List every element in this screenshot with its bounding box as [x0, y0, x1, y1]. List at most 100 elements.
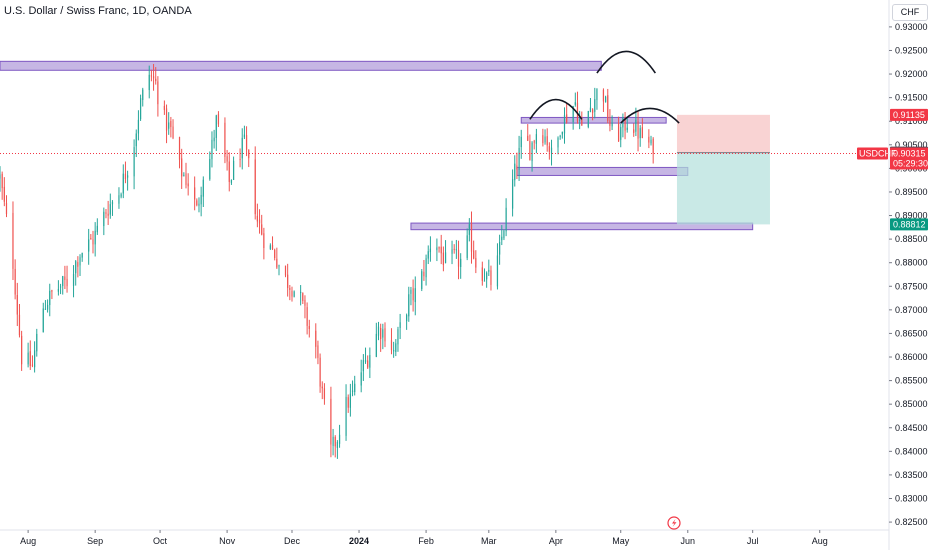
- candle-body: [198, 203, 200, 206]
- candle-body: [559, 135, 561, 137]
- candle-body: [390, 340, 393, 351]
- candle-body: [641, 127, 643, 138]
- time-tick-label: Jul: [747, 536, 759, 546]
- candle-body: [36, 333, 38, 352]
- right-shoulder-arc[interactable]: [620, 107, 680, 124]
- candle-body: [263, 233, 265, 248]
- support-zone[interactable]: [410, 222, 754, 231]
- zones-layer: [0, 60, 754, 231]
- candle-body: [274, 249, 276, 258]
- candle-body: [291, 290, 293, 297]
- candle-body: [382, 329, 384, 338]
- candle-body: [62, 276, 64, 287]
- price-tags: 0.911350.903340.888120.9031505:29:30USDC…: [857, 108, 928, 231]
- candle-body: [499, 241, 501, 255]
- price-tick-label: 0.93000: [895, 22, 928, 32]
- candle-body: [457, 249, 460, 267]
- time-tick-label: Oct: [153, 536, 168, 546]
- candle-body: [354, 383, 356, 393]
- currency-button[interactable]: CHF: [892, 4, 928, 21]
- candle-body: [31, 364, 34, 366]
- candle-body: [51, 290, 53, 292]
- candle-body: [529, 141, 531, 161]
- candle-body: [566, 114, 568, 123]
- price-axis[interactable]: 0.93000 0.92500 0.92000 0.91500 0.91000 0.905…: [889, 22, 928, 527]
- candle-body: [226, 156, 228, 162]
- price-tick-label: 0.91500: [895, 93, 928, 103]
- candle-body: [124, 173, 127, 180]
- time-tick-label: Mar: [481, 536, 497, 546]
- candle-body: [269, 245, 271, 249]
- candle-body: [14, 268, 16, 295]
- candle-body: [181, 158, 183, 177]
- current-price-tag: [890, 147, 928, 170]
- candle-body: [34, 350, 36, 368]
- candle-body: [563, 115, 566, 134]
- candle-body: [228, 161, 230, 182]
- stop-price-tag: [890, 108, 928, 121]
- candle-body: [127, 175, 129, 178]
- candle-body: [468, 224, 470, 235]
- candle-body: [276, 258, 278, 268]
- neckline-zone-upper[interactable]: [520, 116, 667, 124]
- current-price-value: 0.90315: [893, 149, 926, 159]
- candle-body: [211, 139, 213, 160]
- candle-body: [514, 163, 516, 181]
- candle-body: [470, 223, 473, 252]
- take-profit-zone[interactable]: [676, 152, 770, 225]
- candle-body: [574, 102, 576, 105]
- candle-body: [172, 126, 174, 138]
- price-tick-label: 0.87500: [895, 281, 928, 291]
- candle-body: [139, 98, 142, 120]
- stop-loss-zone[interactable]: [676, 114, 770, 153]
- price-tick-label: 0.83000: [895, 493, 928, 503]
- top-resistance-zone[interactable]: [0, 60, 602, 71]
- candle-body: [289, 288, 291, 290]
- candle-body: [399, 322, 401, 328]
- time-tick-label: Apr: [549, 536, 563, 546]
- candle-body: [248, 149, 250, 159]
- candle-body: [118, 195, 120, 204]
- candle-body: [213, 137, 215, 142]
- left-shoulder-arc[interactable]: [529, 98, 583, 120]
- pattern-arcs-layer: [529, 50, 680, 124]
- candle-body: [579, 119, 581, 121]
- candle-body: [481, 267, 483, 281]
- candle-body: [397, 329, 399, 345]
- neckline-zone-lower[interactable]: [516, 166, 689, 176]
- candle-body: [587, 111, 589, 127]
- candle-body: [592, 109, 594, 113]
- time-axis[interactable]: Aug Sep Oct Nov Dec 2024 Feb Mar Apr May Jun Jul Aug: [20, 530, 828, 546]
- candle-body: [185, 173, 187, 185]
- candle-body: [304, 299, 306, 306]
- price-tick-label: 0.88000: [895, 258, 928, 268]
- lightning-icon[interactable]: [667, 516, 681, 530]
- candle-body: [200, 194, 202, 205]
- candle-body: [609, 120, 611, 126]
- candle-body: [451, 249, 453, 254]
- candle-body: [59, 286, 62, 288]
- candle-body: [243, 134, 246, 138]
- symbol-tag: [857, 147, 888, 160]
- candle-body: [488, 269, 490, 272]
- price-tick-label: 0.90500: [895, 140, 928, 150]
- candle-body: [505, 207, 507, 232]
- price-tick-label: 0.91000: [895, 116, 928, 126]
- candle-body: [178, 137, 181, 160]
- candle-body: [155, 78, 157, 82]
- head-arc[interactable]: [596, 50, 657, 74]
- candle-body: [412, 288, 414, 301]
- candle-body: [473, 250, 475, 259]
- position-tool[interactable]: [676, 114, 770, 225]
- candle-body: [546, 136, 548, 146]
- candle-body: [410, 289, 412, 294]
- candle-body: [429, 248, 432, 253]
- candle-body: [581, 118, 583, 126]
- candle-body: [369, 355, 371, 368]
- candle-body: [414, 288, 416, 303]
- candle-body: [438, 246, 440, 249]
- candle-body: [617, 122, 620, 142]
- candle-body: [531, 142, 533, 162]
- candle-body: [150, 75, 153, 77]
